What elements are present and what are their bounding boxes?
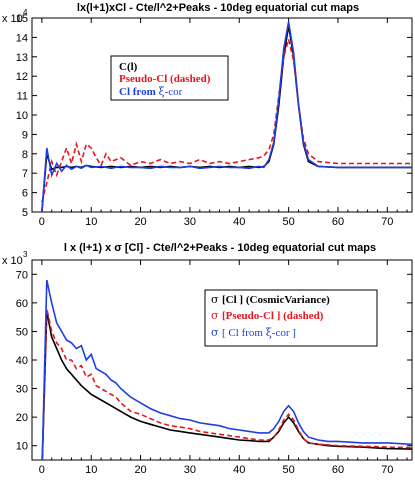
bottom-legend-box	[204, 289, 378, 347]
x-tick-label: 40	[233, 216, 245, 228]
x-tick-label: 20	[134, 216, 146, 228]
top-legend-xi-greek: ξ	[159, 85, 165, 98]
top-panel: lx(l+1)xCl - Cte/l^2+Peaks - 10deg equat…	[2, 2, 413, 228]
top-y-scale-label: x 10	[2, 13, 23, 25]
bottom-legend-entry-pseudo-cl: σ [Pseudo-Cl ] (dashed)	[211, 309, 324, 322]
bottom-y-scale-exponent: 3	[23, 250, 28, 259]
y-tick-label: 6	[22, 188, 28, 200]
y-tick-label: 20	[16, 412, 28, 424]
y-tick-label: 10	[16, 441, 28, 453]
y-tick-label: 50	[16, 326, 28, 338]
y-tick-label: 5	[22, 207, 28, 219]
bottom-legend-entry-cosmic-variance: σ [Cl ] (CosmicVariance)	[211, 293, 330, 306]
top-axis-ticks: 0 10 20 30 40 50 60 70 5 6 7 8 9 10 11 12 13 14 15	[16, 13, 412, 228]
bottom-legend-xi-suffix: -cor ]	[272, 327, 296, 339]
bottom-panel: l x (l+1) x σ [Cl] - Cte/l^2+Peaks - 10d…	[2, 242, 413, 476]
y-tick-label: 12	[16, 71, 28, 83]
x-tick-label: 30	[184, 216, 196, 228]
x-tick-label: 10	[85, 216, 97, 228]
x-tick-label: 0	[39, 464, 45, 476]
bottom-legend-sigma-3: σ	[211, 326, 222, 339]
x-tick-label: 50	[282, 464, 294, 476]
top-legend-box	[110, 55, 229, 101]
top-series-lines	[41, 21, 412, 212]
x-tick-label: 40	[233, 464, 245, 476]
bottom-axis-ticks: 0 10 20 30 40 50 60 70 10 20 30 40 50 60 70	[16, 260, 412, 476]
bottom-chart-title: l x (l+1) x σ [Cl] - Cte/l^2+Peaks - 10d…	[64, 242, 376, 254]
series-line-1	[41, 311, 412, 460]
y-tick-label: 15	[16, 13, 28, 25]
bottom-legend-entry-xi-cor: σ [ Cl from ξ-cor ]	[211, 326, 296, 339]
x-tick-label: 30	[184, 464, 196, 476]
bottom-legend-text-2: [Pseudo-Cl ] (dashed)	[222, 310, 324, 322]
top-legend-entry-cl: C(l)	[119, 61, 138, 73]
y-tick-label: 13	[16, 52, 28, 64]
bottom-legend-text-3: [ Cl from	[222, 327, 266, 339]
y-tick-label: 30	[16, 384, 28, 396]
series-line-3	[41, 279, 412, 460]
y-tick-label: 60	[16, 298, 28, 310]
y-tick-label: 70	[16, 269, 28, 281]
top-legend-entry-xi-cor: Cl from ξ-cor	[119, 85, 183, 98]
bottom-legend-xi-greek: ξ	[266, 326, 272, 339]
series-line-3	[41, 21, 412, 212]
y-tick-label: 7	[22, 168, 28, 180]
x-tick-label: 60	[332, 464, 344, 476]
y-tick-label: 11	[17, 91, 28, 103]
x-tick-label: 10	[85, 464, 97, 476]
top-legend-xi-suffix: -cor	[165, 86, 183, 98]
x-tick-label: 50	[282, 216, 294, 228]
x-tick-label: 70	[381, 464, 393, 476]
top-legend-entry-pseudo-cl: Pseudo-Cl (dashed)	[119, 73, 211, 85]
x-tick-label: 0	[39, 216, 45, 228]
y-tick-label: 8	[22, 149, 28, 161]
x-tick-label: 70	[381, 216, 393, 228]
top-y-scale-exponent: 4	[23, 8, 28, 17]
x-tick-label: 20	[134, 464, 146, 476]
series-line-2	[41, 308, 412, 460]
top-chart-title: lx(l+1)xCl - Cte/l^2+Peaks - 10deg equat…	[77, 2, 359, 14]
series-line-1	[41, 25, 412, 212]
y-tick-label: 10	[16, 110, 28, 122]
x-tick-label: 60	[332, 216, 344, 228]
bottom-series-lines	[41, 279, 412, 460]
top-plot-frame	[31, 17, 413, 213]
y-tick-label: 9	[22, 129, 28, 141]
top-legend-xi-main: Cl from	[119, 86, 159, 98]
y-tick-label: 40	[16, 355, 28, 367]
bottom-legend-sigma-2: σ	[211, 309, 222, 322]
y-tick-label: 14	[16, 32, 28, 44]
bottom-y-scale-label: x 10	[2, 255, 23, 267]
bottom-legend-sigma-1: σ	[211, 293, 222, 306]
bottom-legend-text-1: [Cl ] (CosmicVariance)	[222, 294, 330, 306]
